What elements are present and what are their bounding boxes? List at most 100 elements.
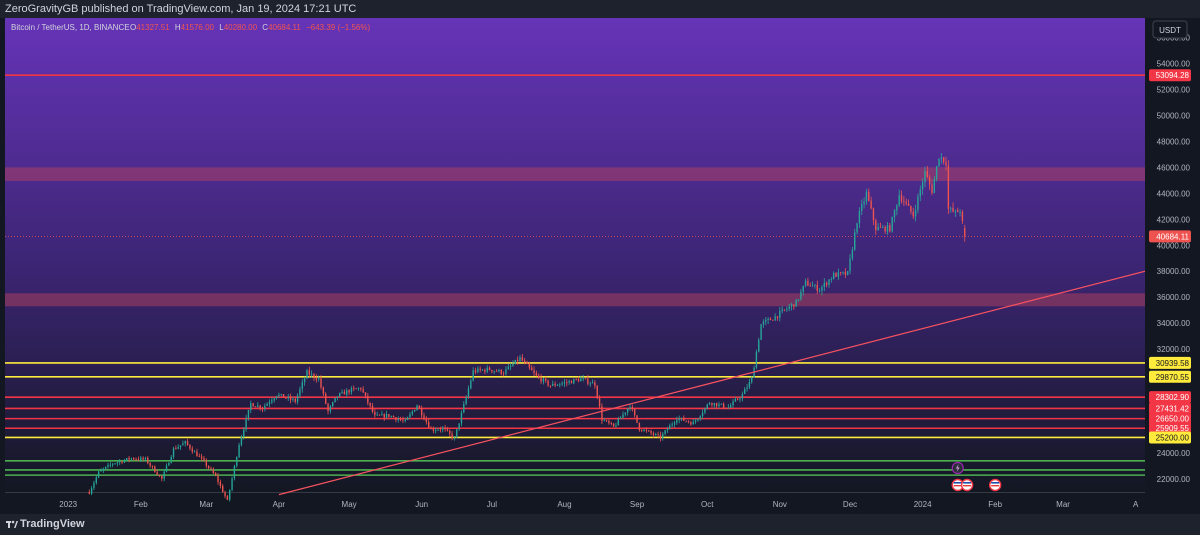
candle-body [921,182,924,190]
x-tick-label: Dec [843,500,857,509]
level-price-tag [1149,422,1191,435]
candle-body [390,416,392,417]
y-tick-label: 50000.00 [1157,111,1191,120]
level-price-label: 29870.55 [1156,373,1190,382]
candle-body [535,372,538,376]
candle-body [561,383,563,385]
candle-body [938,158,940,167]
candle-body [301,382,303,389]
candle-body [339,393,341,397]
currency-label: USDT [1159,26,1181,35]
us-flag-icon [963,482,972,484]
candle-body [214,473,217,476]
candle-body [552,383,554,386]
candle-body [341,391,343,394]
candle-body [832,273,835,280]
candle-body [507,366,509,370]
x-tick-label: May [342,500,357,509]
candle-body [212,469,215,474]
candle-body [336,396,339,398]
candle-body [322,387,325,394]
candle-body [446,429,449,431]
candle-body [783,309,786,311]
legend-symbol: Bitcoin / TetherUS, 1D, BINANCE [11,23,130,32]
candle-body [306,370,308,379]
price-chart[interactable]: 22000.0024000.0026000.0028000.0030000.00… [0,18,1200,514]
candle-body [856,223,858,233]
candle-body [437,429,439,431]
candle-body [310,374,313,375]
candle-body [416,405,418,410]
x-tick-label: 2024 [914,500,932,509]
candle-body [563,382,566,384]
candle-body [147,457,149,464]
candle-body [399,419,402,421]
candle-body [425,419,428,422]
legend-change: −643.39 (−1.56%) [306,23,370,32]
candle-body [126,458,128,461]
price-axis[interactable]: 22000.0024000.0026000.0028000.0030000.00… [1149,33,1191,484]
candle-body [598,397,601,407]
legend-o-value: 41327.51 [136,23,170,32]
candle-body [456,429,458,438]
candle-body [320,378,322,388]
candle-body [863,201,865,205]
candle-body [498,369,500,372]
candle-body [694,420,697,422]
candle-body [931,184,933,194]
candle-body [128,458,130,460]
candle-body [914,210,917,217]
us-flag-icon [991,482,1000,484]
time-axis[interactable]: 2023 Feb Mar Apr May Jun Jul Aug Sep Oct Nov Dec 202… [59,500,1139,509]
candle-body [154,466,156,473]
legend-l-value: 40280.00 [224,23,258,32]
y-tick-label: 40000.00 [1157,241,1191,250]
candle-body [353,388,355,389]
candle-body [252,403,254,407]
candle-body [940,157,943,159]
candle-body [172,448,175,457]
candle-body [538,375,540,378]
candle-body [104,466,107,469]
candle-body [706,404,708,409]
candle-body [119,461,121,463]
x-tick-label: Jun [415,500,428,509]
candle-body [849,258,851,272]
candle-body [587,378,589,384]
currency-button[interactable]: USDT [1152,20,1188,39]
candle-body [896,205,898,211]
candle-body [420,408,423,416]
candle-body [678,418,680,421]
tradingview-footer: TradingView [0,514,1200,535]
candle-body [406,417,409,420]
candle-body [935,166,938,179]
candle-body [669,425,671,430]
candle-body [526,361,528,364]
candle-body [182,443,184,446]
candle-body [699,416,701,419]
candle-body [343,391,346,395]
candle-body [207,465,210,469]
candle-body [671,424,673,426]
candle-body [327,403,329,412]
candle-body [847,271,849,275]
candle-body [530,367,533,371]
candle-body [594,382,596,386]
candle-body [271,400,273,403]
level-price-label: 28302.90 [1156,393,1190,402]
candle-body [163,471,165,479]
candle-body [577,379,580,382]
candle-body [739,398,741,400]
y-tick-label: 44000.00 [1157,189,1191,198]
candle-body [285,397,287,399]
candle-body [704,408,706,413]
candle-body [243,429,245,437]
candle-body [947,165,950,209]
candle-body [332,402,334,407]
legend-h-value: 41576.00 [181,23,215,32]
candle-body [107,464,109,467]
candle-body [950,207,952,209]
level-price-tag [1149,412,1191,425]
candle-body [633,409,636,416]
